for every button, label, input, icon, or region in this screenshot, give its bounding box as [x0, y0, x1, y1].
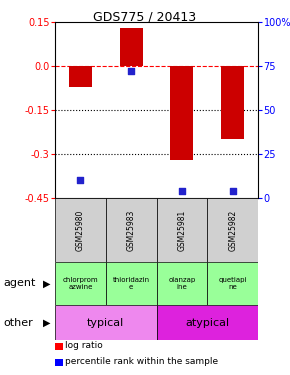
Text: other: other	[3, 318, 33, 327]
Text: atypical: atypical	[185, 318, 229, 327]
Bar	[120, 28, 143, 66]
Text: GSM25982: GSM25982	[228, 209, 237, 251]
Text: quetiapi
ne: quetiapi ne	[218, 277, 247, 290]
Text: olanzap
ine: olanzap ine	[168, 277, 195, 290]
Text: agent: agent	[3, 279, 35, 288]
Point	[78, 177, 83, 183]
Bar	[69, 66, 92, 87]
Point	[180, 188, 184, 194]
Bar	[106, 198, 157, 262]
Bar	[157, 198, 207, 262]
Bar	[55, 305, 157, 340]
Bar	[207, 198, 258, 262]
Bar	[171, 66, 193, 160]
Text: ▶: ▶	[43, 279, 50, 288]
Bar	[55, 198, 106, 262]
Text: GDS775 / 20413: GDS775 / 20413	[93, 10, 197, 23]
Bar	[157, 262, 207, 305]
Bar	[55, 262, 106, 305]
Bar	[207, 262, 258, 305]
Bar	[106, 262, 157, 305]
Text: thioridazin
e: thioridazin e	[113, 277, 150, 290]
Point	[129, 68, 133, 74]
Text: chlorprom
azwine: chlorprom azwine	[63, 277, 98, 290]
Bar	[157, 305, 258, 340]
Bar	[221, 66, 244, 140]
Text: GSM25983: GSM25983	[127, 209, 136, 251]
Point	[230, 188, 235, 194]
Text: GSM25981: GSM25981	[177, 209, 186, 251]
Text: ▶: ▶	[43, 318, 50, 327]
Text: percentile rank within the sample: percentile rank within the sample	[65, 357, 218, 366]
Text: log ratio: log ratio	[65, 342, 103, 351]
Text: typical: typical	[87, 318, 124, 327]
Text: GSM25980: GSM25980	[76, 209, 85, 251]
